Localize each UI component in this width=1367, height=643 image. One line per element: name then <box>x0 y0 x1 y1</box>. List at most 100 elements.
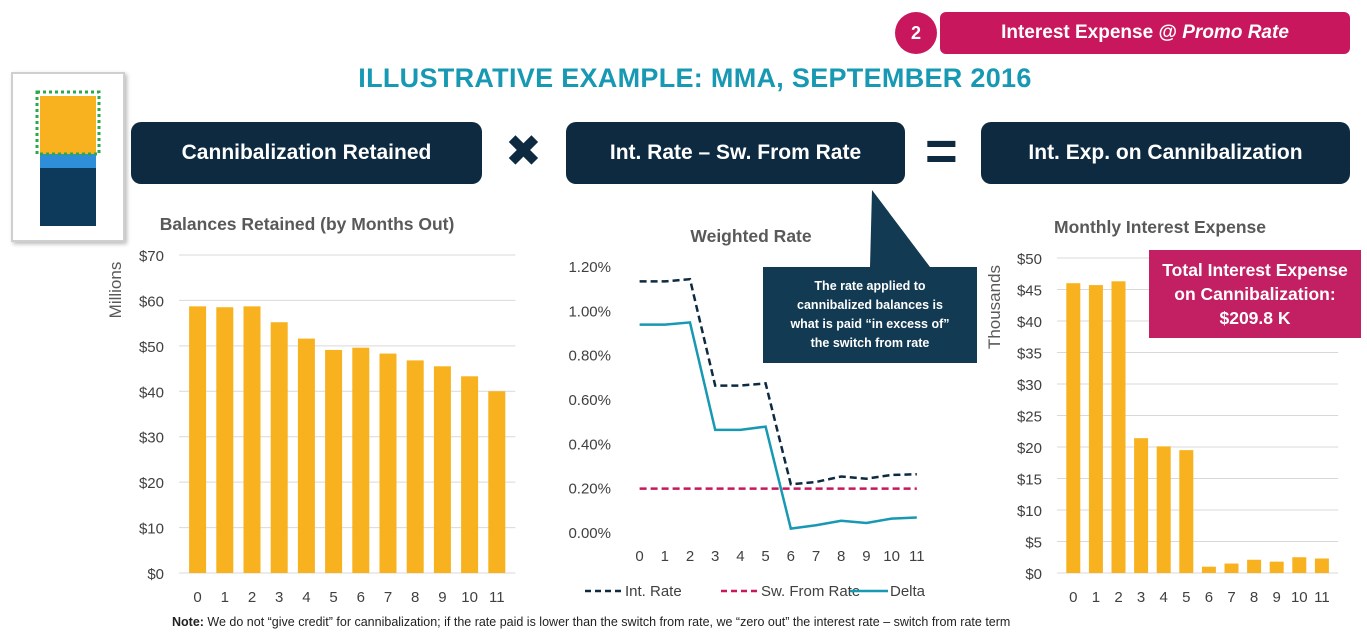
x-tick-label: 6 <box>787 548 795 565</box>
x-tick-label: 10 <box>1291 589 1308 606</box>
equation-term-rate: Int. Rate – Sw. From Rate <box>566 122 905 184</box>
bar <box>461 376 479 573</box>
x-tick-label: 8 <box>1250 589 1258 606</box>
bar <box>1066 283 1081 573</box>
bar <box>1247 559 1262 573</box>
y-tick-label: 0.20% <box>568 481 611 498</box>
y-tick-label: $10 <box>1017 503 1042 520</box>
chart-title: Monthly Interest Expense <box>1054 217 1266 237</box>
bar <box>488 391 506 573</box>
x-tick-label: 8 <box>411 589 419 606</box>
bar <box>1134 438 1149 573</box>
step-number-badge: 2 <box>895 12 937 54</box>
legend-label: Sw. From Rate <box>761 583 860 600</box>
bar <box>325 349 343 573</box>
x-tick-label: 6 <box>357 589 365 606</box>
equals-operator: = <box>925 119 958 182</box>
x-tick-label: 4 <box>1160 589 1168 606</box>
x-tick-label: 11 <box>489 589 505 606</box>
thumbnail-svg <box>35 90 101 226</box>
x-tick-label: 7 <box>812 548 820 565</box>
thumb-mid-block <box>40 154 96 168</box>
y-tick-label: $35 <box>1017 346 1042 363</box>
y-tick-label: $60 <box>139 293 164 310</box>
callout-pointer <box>870 190 930 267</box>
x-tick-label: 0 <box>1069 589 1077 606</box>
y-tick-label: $5 <box>1025 535 1042 552</box>
y-tick-label: $20 <box>139 475 164 492</box>
bar <box>1156 446 1171 573</box>
y-tick-label: $0 <box>147 566 164 583</box>
bar <box>1292 557 1307 573</box>
bar <box>1179 450 1194 573</box>
y-tick-label: $50 <box>1017 251 1042 268</box>
rate-callout: The rate applied to cannibalized balance… <box>763 267 977 363</box>
series-line <box>639 321 917 530</box>
x-tick-label: 9 <box>1273 589 1281 606</box>
monthly-interest-chart: $0 $5 $10 $15 $20 $25 $30 $35 $40 $45 $50 0 1 2 3 4 5 6 7 8… <box>985 217 1339 606</box>
bar <box>243 306 261 573</box>
y-tick-label: 0.40% <box>568 436 611 453</box>
chart-title: Balances Retained (by Months Out) <box>160 214 455 234</box>
y-tick-label: $30 <box>1017 377 1042 394</box>
y-tick-label: $70 <box>139 248 164 265</box>
x-tick-label: 5 <box>329 589 337 606</box>
y-tick-label: 0.80% <box>568 348 611 365</box>
topic-italic: Promo Rate <box>1182 22 1289 43</box>
chart-title: Weighted Rate <box>690 226 811 246</box>
bar <box>297 338 315 573</box>
y-tick-label: $30 <box>139 430 164 447</box>
x-tick-label: 6 <box>1205 589 1213 606</box>
y-tick-label: 1.00% <box>568 303 611 320</box>
thumb-selection-outline <box>35 90 101 156</box>
equation-result: Int. Exp. on Cannibalization <box>981 122 1350 184</box>
x-tick-label: 3 <box>711 548 719 565</box>
y-tick-label: $10 <box>139 521 164 538</box>
y-tick-label: $15 <box>1017 472 1042 489</box>
bar <box>1224 563 1239 573</box>
y-tick-label: $50 <box>139 339 164 356</box>
note-label: Note: <box>172 615 204 629</box>
x-tick-label: 2 <box>1114 589 1122 606</box>
bar <box>1201 566 1216 573</box>
y-tick-label: 1.20% <box>568 259 611 276</box>
bar <box>433 366 451 573</box>
bar <box>1269 561 1284 573</box>
x-tick-label: 9 <box>862 548 870 565</box>
y-tick-label: 0.00% <box>568 525 611 542</box>
x-tick-label: 1 <box>1092 589 1100 606</box>
y-tick-label: 0.60% <box>568 392 611 409</box>
y-tick-label: $25 <box>1017 409 1042 426</box>
bar <box>270 322 288 573</box>
bar <box>1088 285 1103 573</box>
x-tick-label: 1 <box>221 589 229 606</box>
page-title: ILLUSTRATIVE EXAMPLE: MMA, SEPTEMBER 201… <box>358 63 1032 93</box>
weighted-rate-chart: 0.00% 0.20% 0.40% 0.60% 0.80% 1.00% 1.20% 0 1 2 3 4… <box>568 226 925 600</box>
y-tick-label: $40 <box>1017 314 1042 331</box>
x-tick-label: 8 <box>837 548 845 565</box>
y-tick-label: $45 <box>1017 283 1042 300</box>
series-line <box>639 277 917 486</box>
topic-banner: Interest Expense @ Promo Rate <box>940 12 1350 54</box>
x-tick-label: 4 <box>736 548 744 565</box>
x-tick-label: 10 <box>461 589 478 606</box>
x-tick-label: 3 <box>275 589 283 606</box>
bar <box>406 360 424 573</box>
bar <box>1111 281 1126 573</box>
x-tick-label: 0 <box>193 589 201 606</box>
y-tick-label: $0 <box>1025 566 1042 583</box>
x-tick-label: 10 <box>883 548 900 565</box>
y-tick-label: $20 <box>1017 440 1042 457</box>
x-tick-label: 9 <box>438 589 446 606</box>
x-tick-label: 11 <box>909 548 925 565</box>
bar <box>189 306 207 573</box>
thumb-bottom-block <box>40 168 96 226</box>
bar <box>1314 558 1329 573</box>
y-axis-label: Thousands <box>985 265 1004 349</box>
x-tick-label: 5 <box>1182 589 1190 606</box>
x-tick-label: 0 <box>635 548 643 565</box>
y-tick-label: $40 <box>139 384 164 401</box>
total-interest-box: Total Interest Expense on Cannibalizatio… <box>1149 250 1361 338</box>
x-tick-label: 2 <box>686 548 694 565</box>
